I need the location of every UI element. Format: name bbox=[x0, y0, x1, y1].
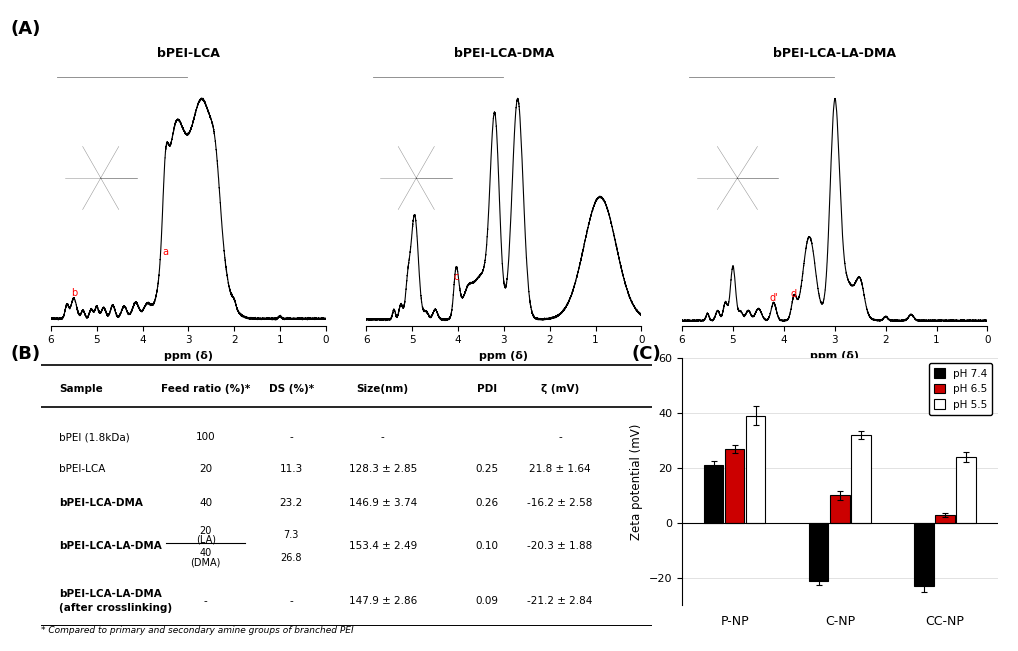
Bar bbox=[914, 523, 934, 586]
Text: 100: 100 bbox=[195, 432, 216, 443]
Text: 11.3: 11.3 bbox=[280, 464, 302, 474]
Text: 40: 40 bbox=[200, 549, 212, 559]
Text: ζ (mV): ζ (mV) bbox=[541, 384, 579, 394]
Text: 0.26: 0.26 bbox=[475, 499, 498, 508]
Text: 23.2: 23.2 bbox=[280, 499, 302, 508]
Bar bbox=[725, 449, 744, 523]
Text: Sample: Sample bbox=[59, 384, 103, 394]
Text: a: a bbox=[163, 247, 168, 256]
Bar bbox=[746, 416, 766, 523]
Text: bPEI-LCA: bPEI-LCA bbox=[59, 464, 106, 474]
Text: c: c bbox=[453, 272, 458, 282]
X-axis label: ppm (δ): ppm (δ) bbox=[164, 351, 213, 361]
Bar bbox=[703, 465, 724, 523]
Text: bPEI (1.8kDa): bPEI (1.8kDa) bbox=[59, 432, 129, 443]
Text: 147.9 ± 2.86: 147.9 ± 2.86 bbox=[348, 596, 417, 605]
Text: 40: 40 bbox=[200, 499, 212, 508]
Text: (LA): (LA) bbox=[195, 534, 216, 544]
Text: bPEI-LCA-LA-DMA: bPEI-LCA-LA-DMA bbox=[59, 589, 162, 598]
Text: (DMA): (DMA) bbox=[190, 557, 221, 567]
X-axis label: ppm (δ): ppm (δ) bbox=[479, 351, 528, 361]
Text: -: - bbox=[204, 596, 208, 605]
Title: bPEI-LCA: bPEI-LCA bbox=[157, 47, 220, 60]
X-axis label: ppm (δ): ppm (δ) bbox=[810, 351, 859, 361]
Title: bPEI-LCA-DMA: bPEI-LCA-DMA bbox=[454, 47, 554, 60]
Text: d: d bbox=[791, 289, 797, 299]
Text: -16.2 ± 2.58: -16.2 ± 2.58 bbox=[527, 499, 592, 508]
Text: -: - bbox=[381, 432, 385, 443]
Text: 21.8 ± 1.64: 21.8 ± 1.64 bbox=[529, 464, 590, 474]
Text: 26.8: 26.8 bbox=[280, 553, 302, 562]
Text: 128.3 ± 2.85: 128.3 ± 2.85 bbox=[348, 464, 417, 474]
Text: 20: 20 bbox=[200, 525, 212, 536]
Text: 146.9 ± 3.74: 146.9 ± 3.74 bbox=[348, 499, 417, 508]
Text: 0.10: 0.10 bbox=[475, 542, 498, 551]
Text: * Compared to primary and secondary amine groups of branched PEI: * Compared to primary and secondary amin… bbox=[41, 626, 353, 635]
Bar bbox=[830, 495, 850, 523]
Text: DS (%)*: DS (%)* bbox=[269, 384, 314, 394]
Text: -: - bbox=[558, 432, 562, 443]
Text: (C): (C) bbox=[631, 345, 661, 363]
Text: 153.4 ± 2.49: 153.4 ± 2.49 bbox=[348, 542, 417, 551]
Text: (A): (A) bbox=[10, 20, 41, 38]
Text: bPEI-LCA-LA-DMA: bPEI-LCA-LA-DMA bbox=[59, 542, 162, 551]
Text: Size(nm): Size(nm) bbox=[356, 384, 409, 394]
Text: d': d' bbox=[770, 293, 778, 303]
Bar bbox=[851, 435, 870, 523]
Text: -20.3 ± 1.88: -20.3 ± 1.88 bbox=[527, 542, 592, 551]
Text: 0.09: 0.09 bbox=[475, 596, 498, 605]
Text: (after crosslinking): (after crosslinking) bbox=[59, 603, 172, 613]
Text: bPEI-LCA-DMA: bPEI-LCA-DMA bbox=[59, 499, 143, 508]
Bar bbox=[936, 515, 955, 523]
Text: Feed ratio (%)*: Feed ratio (%)* bbox=[161, 384, 250, 394]
Text: -: - bbox=[289, 596, 293, 605]
Y-axis label: Zeta potential (mV): Zeta potential (mV) bbox=[630, 424, 643, 540]
Text: -: - bbox=[289, 432, 293, 443]
Bar bbox=[809, 523, 829, 581]
Bar bbox=[956, 457, 976, 523]
Text: (B): (B) bbox=[10, 345, 41, 363]
Text: PDI: PDI bbox=[476, 384, 497, 394]
Text: 20: 20 bbox=[200, 464, 212, 474]
Legend: pH 7.4, pH 6.5, pH 5.5: pH 7.4, pH 6.5, pH 5.5 bbox=[929, 363, 993, 415]
Title: bPEI-LCA-LA-DMA: bPEI-LCA-LA-DMA bbox=[774, 47, 896, 60]
Text: -21.2 ± 2.84: -21.2 ± 2.84 bbox=[527, 596, 592, 605]
Text: b: b bbox=[70, 288, 77, 298]
Text: 7.3: 7.3 bbox=[283, 530, 299, 540]
Text: 0.25: 0.25 bbox=[475, 464, 498, 474]
